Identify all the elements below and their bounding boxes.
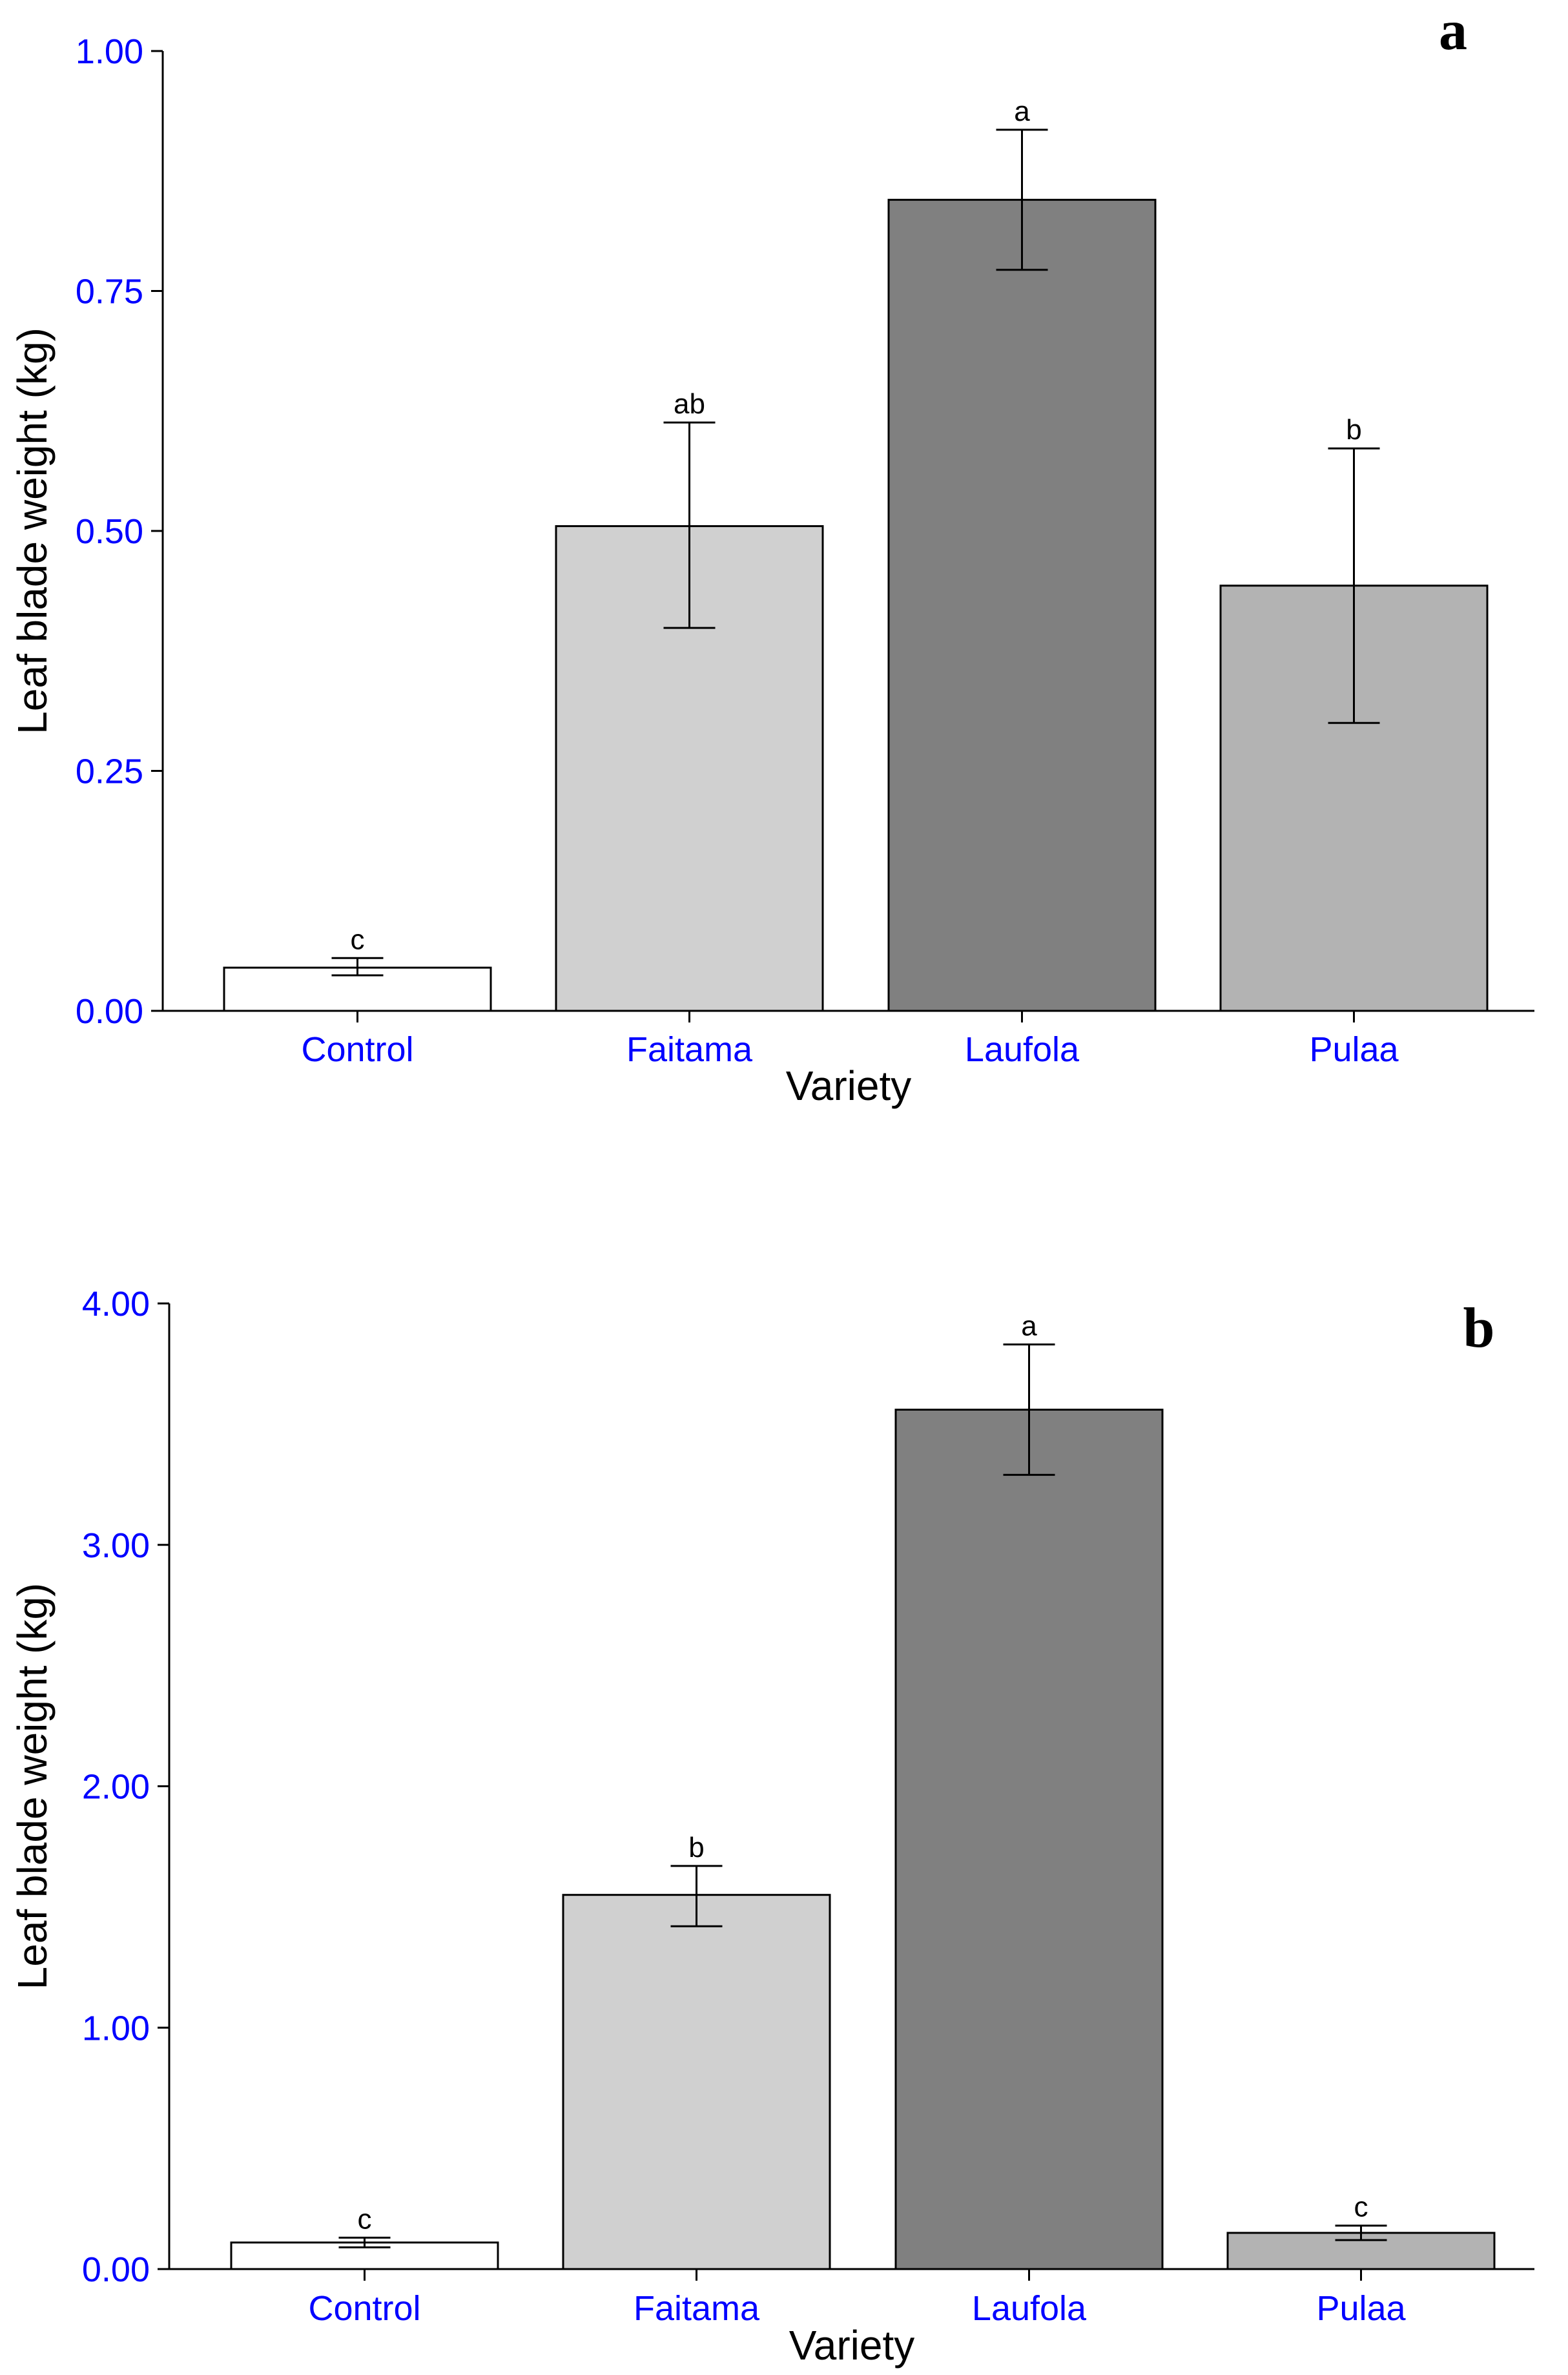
y-tick-label: 0.25 <box>76 752 143 791</box>
significance-label: a <box>1021 1311 1037 1342</box>
panel-b: c Control b Faitama a Laufola c Pulaa 0.00 1.00 2.… <box>9 1285 1534 2369</box>
y-axis-title: Leaf blade weight (kg) <box>9 327 56 734</box>
panel-label: b <box>1463 1297 1495 1360</box>
x-tick-label: Laufola <box>965 1030 1080 1069</box>
y-tick-label: 2.00 <box>82 1768 150 1807</box>
y-tick-label: 0.50 <box>76 512 143 551</box>
error-bar-control <box>338 2236 391 2248</box>
error-bar-laufola <box>1003 1343 1055 1476</box>
error-bar-faitama <box>670 1865 723 1927</box>
y-tick-label: 1.00 <box>76 32 143 71</box>
significance-label: b <box>688 1832 704 1863</box>
panel-a: c Control ab Faitama a Laufola b Pulaa 0.00 0.25 0… <box>9 0 1534 1109</box>
significance-label: c <box>358 2203 372 2235</box>
significance-label: ab <box>674 388 705 420</box>
bar-laufola <box>887 198 1157 1012</box>
x-tick-label: Control <box>301 1030 413 1069</box>
significance-label: c <box>351 924 365 955</box>
x-tick-label: Faitama <box>634 2289 760 2328</box>
x-tick-label: Pulaa <box>1316 2289 1406 2328</box>
significance-label: c <box>1354 2192 1368 2223</box>
y-tick-label: 1.00 <box>82 2009 150 2048</box>
bar-faitama <box>562 1894 831 2270</box>
error-bar-pulaa <box>1328 447 1380 724</box>
x-axis-title: Variety <box>786 1063 911 1109</box>
panel-label: a <box>1439 0 1467 62</box>
y-tick-label: 4.00 <box>82 1285 150 1323</box>
x-tick-label: Faitama <box>626 1030 753 1069</box>
y-tick-label: 0.75 <box>76 273 143 311</box>
y-axis-title: Leaf blade weight (kg) <box>9 1583 56 1990</box>
x-tick-label: Control <box>308 2289 420 2328</box>
y-tick-label: 0.00 <box>76 992 143 1031</box>
bar-laufola <box>894 1408 1164 2270</box>
error-bar-laufola <box>996 129 1048 271</box>
y-tick-label: 0.00 <box>82 2250 150 2289</box>
x-tick-label: Laufola <box>972 2289 1087 2328</box>
error-bar-pulaa <box>1335 2225 1387 2241</box>
x-tick-label: Pulaa <box>1309 1030 1399 1069</box>
significance-label: a <box>1014 96 1030 127</box>
significance-label: b <box>1346 414 1361 446</box>
x-axis-title: Variety <box>789 2322 914 2369</box>
y-tick-label: 3.00 <box>82 1526 150 1565</box>
error-bar-faitama <box>663 421 716 629</box>
error-bar-control <box>331 957 384 977</box>
